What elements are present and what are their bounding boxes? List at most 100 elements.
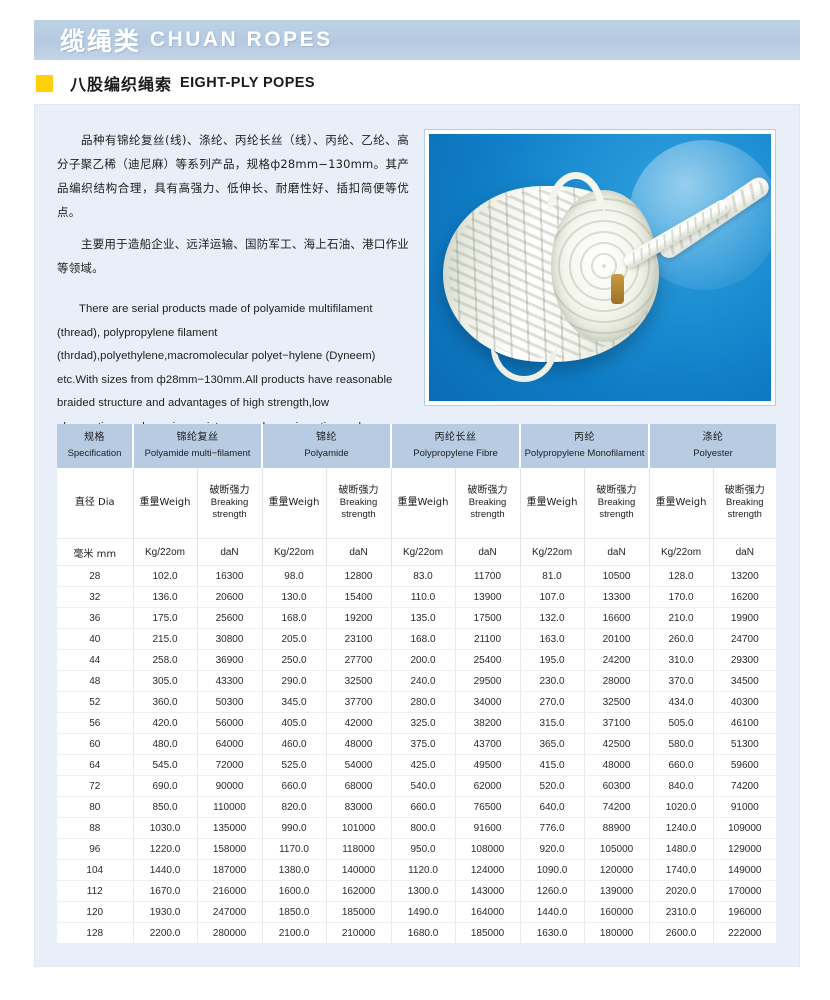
- cell-value: 91000: [713, 796, 777, 818]
- cell-value: 109000: [713, 817, 777, 839]
- cell-value: 280.0: [391, 691, 456, 713]
- unit-cell: daN: [713, 538, 777, 566]
- cell-value: 195.0: [520, 649, 585, 671]
- cell-value: 74200: [584, 796, 650, 818]
- cell-diameter: 48: [57, 670, 134, 692]
- subtitle-en: EIGHT-PLY POPES: [180, 75, 315, 91]
- cell-value: 16600: [584, 607, 650, 629]
- category-header: 缆绳类 CHUAN ROPES: [34, 20, 800, 60]
- cell-value: 370.0: [649, 670, 714, 692]
- group-header-en: Polyester: [693, 448, 733, 459]
- cell-value: 1670.0: [133, 880, 198, 902]
- cell-value: 10500: [584, 565, 650, 587]
- cell-value: 525.0: [262, 754, 327, 776]
- cell-value: 505.0: [649, 712, 714, 734]
- cell-value: 258.0: [133, 649, 198, 671]
- group-header-polypropylene-monofilament: 丙纶 Polypropylene Monofilament: [520, 424, 651, 468]
- cell-value: 34000: [455, 691, 521, 713]
- cell-value: 360.0: [133, 691, 198, 713]
- cell-value: 51300: [713, 733, 777, 755]
- cell-value: 136.0: [133, 586, 198, 608]
- cell-value: 135000: [197, 817, 263, 839]
- table-row: 120 1930.0 247000 1850.0 185000 1490.0 164000 1…: [57, 901, 777, 923]
- measure-header-weight: 重量Weigh: [133, 468, 198, 539]
- cell-value: 140000: [326, 859, 392, 881]
- cell-value: 164000: [455, 901, 521, 923]
- cell-value: 660.0: [391, 796, 456, 818]
- table-row: 28 102.0 16300 98.0 12800 83.0 11700 81.0 10500 1…: [57, 565, 777, 587]
- cell-diameter: 56: [57, 712, 134, 734]
- cell-value: 990.0: [262, 817, 327, 839]
- cell-value: 690.0: [133, 775, 198, 797]
- measure-header-breaking-strength: 破断强力 Breaking strength: [197, 468, 263, 539]
- cell-value: 24700: [713, 628, 777, 650]
- cell-value: 210.0: [649, 607, 714, 629]
- cell-value: 420.0: [133, 712, 198, 734]
- cell-value: 540.0: [391, 775, 456, 797]
- table-body: 28 102.0 16300 98.0 12800 83.0 11700 81.0 10500 1…: [57, 565, 777, 943]
- cell-value: 32500: [326, 670, 392, 692]
- cell-value: 365.0: [520, 733, 585, 755]
- cell-value: 215.0: [133, 628, 198, 650]
- cell-value: 460.0: [262, 733, 327, 755]
- cell-value: 128.0: [649, 565, 714, 587]
- cell-value: 545.0: [133, 754, 198, 776]
- cell-value: 345.0: [262, 691, 327, 713]
- cell-value: 480.0: [133, 733, 198, 755]
- cell-diameter: 52: [57, 691, 134, 713]
- cell-value: 196000: [713, 901, 777, 923]
- cell-value: 30800: [197, 628, 263, 650]
- cell-diameter: 104: [57, 859, 134, 881]
- cell-value: 42000: [326, 712, 392, 734]
- measure-header-dia: 直径 Dia: [57, 468, 134, 539]
- cell-value: 250.0: [262, 649, 327, 671]
- group-header-cn: 涤纶: [702, 432, 724, 443]
- cell-diameter: 28: [57, 565, 134, 587]
- cell-value: 32500: [584, 691, 650, 713]
- unit-cell: Kg/22om: [649, 538, 714, 566]
- cell-value: 405.0: [262, 712, 327, 734]
- cell-value: 83000: [326, 796, 392, 818]
- cell-value: 2600.0: [649, 922, 714, 943]
- cell-value: 37100: [584, 712, 650, 734]
- cell-diameter: 64: [57, 754, 134, 776]
- cell-value: 98.0: [262, 565, 327, 587]
- group-header-polyamide: 锦纶 Polyamide: [262, 424, 393, 468]
- cell-value: 81.0: [520, 565, 585, 587]
- cell-diameter: 32: [57, 586, 134, 608]
- cell-value: 105000: [584, 838, 650, 860]
- cell-value: 162000: [326, 880, 392, 902]
- measure-header-weight: 重量Weigh: [649, 468, 714, 539]
- cell-value: 40300: [713, 691, 777, 713]
- cell-value: 640.0: [520, 796, 585, 818]
- cell-value: 102.0: [133, 565, 198, 587]
- cell-value: 1480.0: [649, 838, 714, 860]
- cell-value: 21100: [455, 628, 521, 650]
- product-photo: [429, 134, 771, 401]
- cell-value: 124000: [455, 859, 521, 881]
- cell-value: 74200: [713, 775, 777, 797]
- cell-value: 91600: [455, 817, 521, 839]
- cell-value: 139000: [584, 880, 650, 902]
- group-header-en: Polyamide: [304, 448, 349, 459]
- cell-value: 1380.0: [262, 859, 327, 881]
- cell-value: 160000: [584, 901, 650, 923]
- unit-cell: daN: [455, 538, 521, 566]
- measure-en: Weigh: [159, 497, 191, 508]
- cell-diameter: 40: [57, 628, 134, 650]
- measure-header-breaking-strength: 破断强力 Breaking strength: [455, 468, 521, 539]
- cell-value: 42500: [584, 733, 650, 755]
- measure-header-breaking-strength: 破断强力 Breaking strength: [713, 468, 777, 539]
- cell-value: 2020.0: [649, 880, 714, 902]
- cell-value: 170.0: [649, 586, 714, 608]
- cell-value: 310.0: [649, 649, 714, 671]
- measure-en: Weigh: [288, 497, 320, 508]
- measure-cn: 重量: [655, 497, 676, 508]
- unit-cell: daN: [326, 538, 392, 566]
- cell-value: 110000: [197, 796, 263, 818]
- table-row: 64 545.0 72000 525.0 54000 425.0 49500 415.0 480…: [57, 754, 777, 776]
- cell-value: 1300.0: [391, 880, 456, 902]
- cell-value: 24200: [584, 649, 650, 671]
- table-row: 36 175.0 25600 168.0 19200 135.0 17500 132.0 166…: [57, 607, 777, 629]
